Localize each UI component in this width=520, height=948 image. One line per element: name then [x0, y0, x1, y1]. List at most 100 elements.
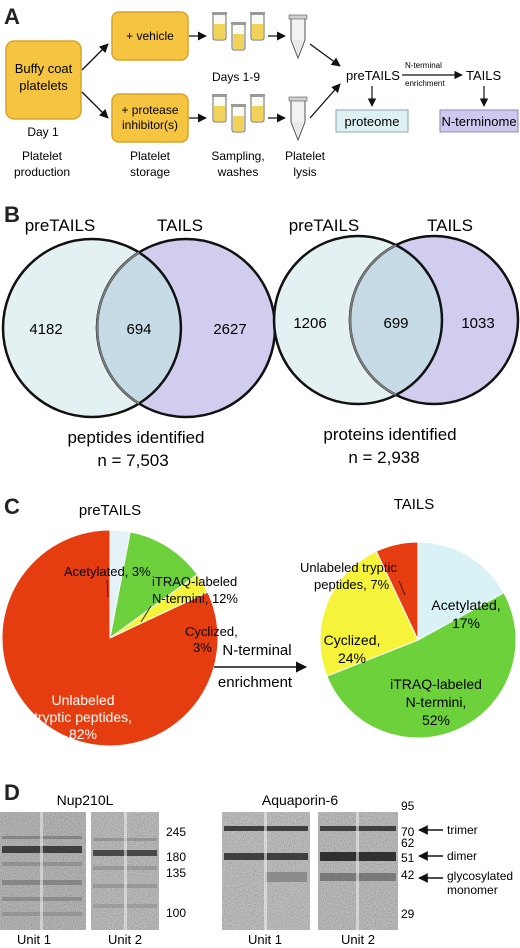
nup-marker-180: 180 [166, 850, 186, 864]
aqp-blot-unit1 [222, 812, 310, 930]
pie-slice-itraq-labeled-n-termini [109, 531, 199, 640]
pie-right-label-cyclized-2: 24% [338, 650, 366, 666]
venn-peptides: preTAILS TAILS 4182 694 2627 peptides id… [1, 216, 277, 470]
pie-right-label-unlabeled-2: peptides, 7% [314, 577, 390, 592]
aqp-marker-51: 51 [401, 851, 415, 865]
arrow-to-inhibitor [81, 91, 109, 119]
annot-trimer: trimer [447, 823, 478, 837]
pie-slice-cyclized [319, 550, 419, 677]
step-storage-2: storage [130, 165, 170, 179]
step-sampling-1: Sampling, [211, 149, 264, 163]
nterm-enrich-line1: N-terminal [405, 61, 442, 70]
venn-right-only-tails: 1033 [461, 315, 494, 332]
buffy-coat-line2: platelets [19, 78, 68, 93]
panel-c: C preTAILS TAILS Acetylated, 3% iTRAQ-la… [1, 494, 517, 747]
panel-c-letter: C [4, 494, 20, 519]
venn-right-caption: proteins identified [323, 425, 456, 444]
annot-mono-1: glycosylated [447, 869, 513, 883]
aqp-marker-95: 95 [401, 799, 415, 813]
nup-blot-unit1 [0, 812, 86, 930]
pie-right-label-acetylated-1: Acetylated, [431, 597, 500, 613]
nterminome-box: N-terminome [439, 109, 519, 133]
panel-a: A Buffy coat platelets Day 1 + vehicle +… [4, 4, 519, 179]
step-production-2: production [14, 165, 70, 179]
nterminome-label: N-terminome [441, 114, 516, 129]
days-label: Days 1-9 [212, 70, 260, 84]
nterm-enrich-line2: enrichment [405, 79, 445, 88]
pretails-label-a: preTAILS [346, 68, 400, 83]
pie-left-label-acetylated: Acetylated, 3% [64, 564, 151, 579]
eppendorf-tube-top [288, 14, 308, 59]
pie-slice-itraq-labeled-n-termini [326, 592, 517, 739]
pie-chart-pretails [1, 529, 219, 747]
pie-left-label-itraq-2: N-termini, 12% [152, 591, 238, 606]
aqp-marker-62: 62 [401, 836, 415, 850]
enrich-arrow-label-1: N-terminal [222, 642, 291, 659]
pie-right-label-acetylated-2: 17% [452, 615, 480, 631]
proteome-label: proteome [345, 114, 400, 129]
venn-left-label-tails: TAILS [157, 216, 203, 235]
nup-blot-unit2 [91, 812, 159, 930]
pie-left-label-cyclized-1: Cyclized, [185, 624, 238, 639]
nup-marker-100: 100 [166, 906, 186, 920]
pie-right-label-itraq-2: N-termini, [406, 694, 467, 710]
vehicle-label: + vehicle [126, 29, 174, 43]
pie-left-title: preTAILS [79, 502, 141, 519]
panel-a-letter: A [4, 4, 20, 29]
tubes-top [211, 11, 266, 51]
pie-left-label-cyclized-2: 3% [193, 640, 212, 655]
venn-right-overlap-count: 699 [383, 315, 408, 332]
enrich-arrow-label-2: enrichment [218, 674, 293, 691]
nup-marker-135: 135 [166, 866, 186, 880]
step-production-1: Platelet [22, 149, 63, 163]
venn-left-overlap-count: 694 [126, 321, 151, 338]
inhibitor-line2: inhibitor(s) [122, 118, 178, 132]
arrow-to-pretails-bottom [309, 83, 341, 119]
aqp-marker-29: 29 [401, 907, 415, 921]
step-storage-1: Platelet [130, 149, 171, 163]
nup-unit1-label: Unit 1 [17, 932, 51, 947]
venn-right-only-pretails: 1206 [293, 315, 326, 332]
tubes-bottom [211, 93, 266, 133]
venn-right-label-tails: TAILS [427, 216, 473, 235]
pie-right-title: TAILS [394, 496, 435, 513]
panel-d-letter: D [4, 780, 20, 805]
arrow-to-pretails-top [309, 43, 341, 67]
pie-right-label-itraq-3: 52% [422, 712, 450, 728]
venn-left-label-pretails: preTAILS [25, 216, 96, 235]
aqp-unit2-label: Unit 2 [341, 932, 375, 947]
aqp-blot-unit2 [318, 812, 398, 930]
pie-left-label-itraq-1: iTRAQ-labeled [152, 574, 237, 589]
buffy-coat-box: Buffy coat platelets [5, 40, 82, 120]
venn-right-n: n = 2,938 [348, 448, 419, 467]
venn-right-label-pretails: preTAILS [289, 216, 360, 235]
nup-title: Nup210L [57, 792, 114, 808]
panel-b: B preTAILS TAILS 4182 694 2627 peptides … [1, 202, 520, 470]
step-lysis-1: Platelet [285, 149, 326, 163]
step-sampling-2: washes [217, 165, 259, 179]
venn-left-n: n = 7,503 [97, 451, 168, 470]
step-lysis-2: lysis [293, 165, 316, 179]
inhibitor-line1: + protease [121, 103, 178, 117]
panel-b-letter: B [4, 202, 20, 227]
nup-marker-245: 245 [166, 825, 186, 839]
panel-d: D Nup210L Aquaporin-6 245 180 135 [0, 780, 513, 947]
arrow-to-vehicle [81, 43, 109, 71]
pie-left-label-unlabeled-2: tryptic peptides, [34, 709, 132, 725]
aqp-marker-42: 42 [401, 868, 415, 882]
venn-proteins: preTAILS TAILS 1206 699 1033 proteins id… [272, 216, 520, 467]
pie-right-label-cyclized-1: Cyclized, [324, 632, 381, 648]
pie-slice-acetylated [417, 541, 505, 641]
venn-left-only-pretails: 4182 [29, 321, 62, 338]
day1-label: Day 1 [27, 125, 59, 139]
pie-left-label-unlabeled-1: Unlabeled [51, 692, 114, 708]
pie-right-label-itraq-1: iTRAQ-labeled [390, 676, 482, 692]
annot-dimer: dimer [447, 849, 477, 863]
aqp-unit1-label: Unit 1 [248, 932, 282, 947]
aqp-title: Aquaporin-6 [262, 792, 338, 808]
eppendorf-tube-bottom [288, 96, 308, 141]
venn-left-only-tails: 2627 [213, 321, 246, 338]
venn-left-caption: peptides identified [67, 428, 204, 447]
proteome-box: proteome [335, 109, 409, 133]
